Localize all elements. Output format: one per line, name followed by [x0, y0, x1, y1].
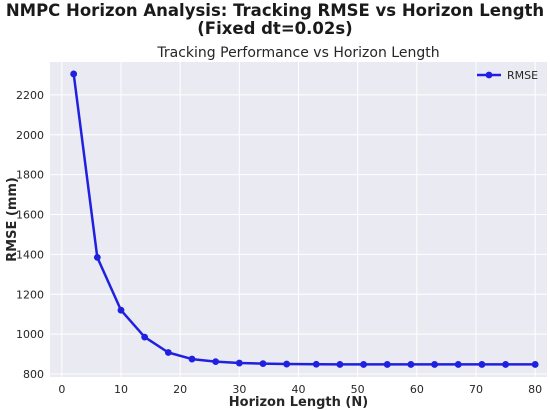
data-point — [212, 358, 220, 366]
data-point — [117, 306, 125, 314]
legend-label: RMSE — [507, 69, 538, 82]
data-point — [259, 360, 267, 368]
x-tick-label: 10 — [114, 383, 128, 396]
data-point — [235, 359, 243, 367]
x-tick-label: 30 — [232, 383, 246, 396]
figure-title-line-1: NMPC Horizon Analysis: Tracking RMSE vs … — [5, 1, 545, 20]
x-tick-label: 40 — [292, 383, 306, 396]
y-tick-label: 1800 — [16, 169, 44, 182]
data-point — [502, 361, 509, 368]
data-point — [70, 70, 78, 78]
x-tick-label: 0 — [58, 383, 65, 396]
series-line-rmse — [72, 73, 536, 366]
data-point — [431, 361, 438, 368]
data-point — [407, 361, 415, 368]
x-tick-label: 70 — [469, 383, 483, 396]
legend-marker — [485, 71, 493, 79]
data-point — [312, 360, 320, 368]
data-point — [360, 361, 367, 368]
y-axis-label: RMSE (mm) — [5, 177, 20, 262]
y-tick-label: 1400 — [16, 248, 44, 261]
data-point — [141, 333, 149, 341]
y-tick-label: 1000 — [16, 328, 44, 341]
y-tick-label: 2200 — [16, 89, 44, 102]
data-point — [478, 361, 486, 368]
x-tick-label: 80 — [528, 383, 542, 396]
data-point — [336, 361, 344, 368]
data-point — [383, 361, 391, 368]
x-axis-label: Horizon Length (N) — [229, 395, 368, 410]
figure-title-line-2: (Fixed dt=0.02s) — [197, 19, 353, 38]
data-point — [531, 361, 539, 368]
data-point — [283, 360, 291, 368]
x-tick-label: 20 — [173, 383, 187, 396]
y-tick-label: 1600 — [16, 209, 44, 222]
chart-title: Tracking Performance vs Horizon Length — [156, 45, 439, 61]
data-point — [188, 355, 196, 363]
data-point — [164, 349, 172, 356]
y-tick-label: 1200 — [16, 288, 44, 301]
data-point — [454, 361, 462, 368]
data-point — [93, 253, 101, 261]
x-tick-label: 50 — [351, 383, 365, 396]
y-tick-label: 2000 — [16, 129, 44, 142]
y-tick-label: 800 — [23, 368, 44, 381]
x-tick-label: 60 — [410, 383, 424, 396]
